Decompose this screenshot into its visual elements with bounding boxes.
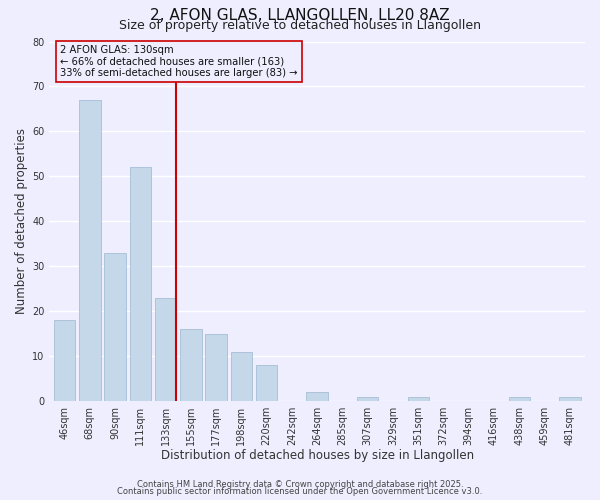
Bar bbox=[79, 100, 101, 401]
X-axis label: Distribution of detached houses by size in Llangollen: Distribution of detached houses by size … bbox=[161, 450, 474, 462]
Bar bbox=[205, 334, 227, 401]
Text: 2, AFON GLAS, LLANGOLLEN, LL20 8AZ: 2, AFON GLAS, LLANGOLLEN, LL20 8AZ bbox=[150, 8, 450, 22]
Bar bbox=[230, 352, 252, 401]
Text: Size of property relative to detached houses in Llangollen: Size of property relative to detached ho… bbox=[119, 19, 481, 32]
Bar bbox=[509, 396, 530, 401]
Bar bbox=[357, 396, 379, 401]
Bar bbox=[407, 396, 429, 401]
Bar bbox=[256, 365, 277, 401]
Bar bbox=[559, 396, 581, 401]
Bar bbox=[54, 320, 75, 401]
Text: Contains public sector information licensed under the Open Government Licence v3: Contains public sector information licen… bbox=[118, 487, 482, 496]
Text: Contains HM Land Registry data © Crown copyright and database right 2025.: Contains HM Land Registry data © Crown c… bbox=[137, 480, 463, 489]
Bar bbox=[155, 298, 176, 401]
Bar bbox=[130, 168, 151, 401]
Bar bbox=[180, 329, 202, 401]
Bar bbox=[307, 392, 328, 401]
Bar bbox=[104, 253, 126, 401]
Y-axis label: Number of detached properties: Number of detached properties bbox=[15, 128, 28, 314]
Text: 2 AFON GLAS: 130sqm
← 66% of detached houses are smaller (163)
33% of semi-detac: 2 AFON GLAS: 130sqm ← 66% of detached ho… bbox=[60, 45, 298, 78]
